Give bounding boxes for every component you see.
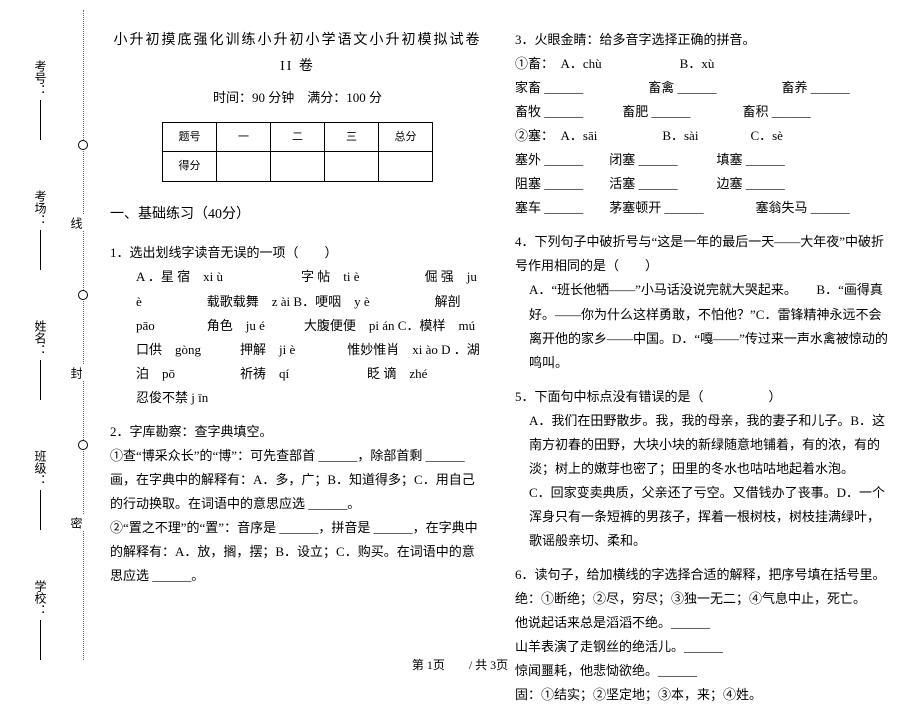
section-heading: 一、基础练习（40分） (110, 202, 485, 228)
question-body: A．“班长他牺——”小马话没说完就大哭起来。 B．“画得真好。——你为什么这样勇… (515, 278, 890, 374)
score-cell (379, 152, 433, 181)
side-field-school: 学校： (32, 580, 49, 660)
score-cell (325, 152, 379, 181)
seal-label: 线 (68, 215, 85, 231)
q3-line: 畜牧 ______ 畜肥 ______ 畜积 ______ (515, 100, 890, 124)
side-field-examno: 考号： (32, 60, 49, 140)
binding-circle (78, 140, 88, 150)
score-cell (271, 152, 325, 181)
side-field-name: 姓名： (32, 320, 49, 400)
q3-line: ②塞： A．sāi B．sài C．sè (515, 124, 890, 148)
q6-line: 绝：①断绝；②尽，穷尽；③独一无二；④气息中止，死亡。 (515, 587, 890, 611)
question-stem: 4．下列句子中破折号与“这是一年的最后一天——大年夜”中破折号作用相同的是（ ） (515, 230, 890, 278)
question-stem: 5．下面句中标点没有错误的是（ ） (515, 385, 890, 409)
question-2: 2．字库勘察：查字典填空。 ①查“博采众长”的“博”：可先查部首 ______，… (110, 420, 485, 588)
question-body: ①查“博采众长”的“博”：可先查部首 ______，除部首剩 ______画，在… (110, 444, 485, 588)
page-footer: 第 1页 / 共 3页 (0, 656, 920, 673)
binding-circle (78, 440, 88, 450)
q3-line: ①畜： A．chù B．xù (515, 52, 890, 76)
table-row: 题号 一 二 三 总分 (163, 122, 433, 151)
side-field-room: 考场： (32, 190, 49, 270)
q3-line: 阻塞 ______ 活塞 ______ 边塞 ______ (515, 172, 890, 196)
score-header-cell: 二 (271, 122, 325, 151)
side-field-line (40, 490, 41, 530)
exam-title: 小升初摸底强化训练小升初小学语文小升初模拟试卷 II 卷 (110, 28, 485, 80)
q3-line: 塞外 ______ 闭塞 ______ 填塞 ______ (515, 148, 890, 172)
score-row-label: 得分 (163, 152, 217, 181)
side-field-line (40, 230, 41, 270)
side-field-line (40, 620, 41, 660)
score-header-cell: 题号 (163, 122, 217, 151)
question-1: 1．选出划线字读音无误的一项（ ） A ．星 宿 xi ù 字 帖 ti è 倔… (110, 241, 485, 409)
table-row: 得分 (163, 152, 433, 181)
question-stem: 2．字库勘察：查字典填空。 (110, 420, 485, 444)
side-field-class: 班级： (32, 450, 49, 530)
question-6: 6．读句子，给加横线的字选择合适的解释，把序号填在括号里。 绝：①断绝；②尽，穷… (515, 563, 890, 707)
side-field-label: 学校： (33, 580, 47, 616)
side-field-line (40, 360, 41, 400)
column-right: 3．火眼金睛：给多音字选择正确的拼音。 ①畜： A．chù B．xù 家畜 __… (515, 28, 890, 658)
side-field-line (40, 100, 41, 140)
question-4: 4．下列句子中破折号与“这是一年的最后一天——大年夜”中破折号作用相同的是（ ）… (515, 230, 890, 374)
question-body: A．我们在田野散步。我，我的母亲，我的妻子和儿子。B．这南方初春的田野，大块小块… (515, 409, 890, 553)
q6-line: 固：①结实；②坚定地；③本，来；④姓。 (515, 683, 890, 707)
side-field-label: 考号： (33, 60, 47, 96)
binding-circle (78, 290, 88, 300)
question-3: 3．火眼金睛：给多音字选择正确的拼音。 ①畜： A．chù B．xù 家畜 __… (515, 28, 890, 220)
score-cell (217, 152, 271, 181)
side-labels: 考号： 考场： 姓名： 班级： 学校： (28, 20, 68, 660)
score-header-cell: 三 (325, 122, 379, 151)
score-header-cell: 总分 (379, 122, 433, 151)
side-field-label: 考场： (33, 190, 47, 226)
binding-strip: 线 封 密 (74, 10, 94, 660)
question-stem: 6．读句子，给加横线的字选择合适的解释，把序号填在括号里。 (515, 563, 890, 587)
q6-line: 他说起话来总是滔滔不绝。______ (515, 611, 890, 635)
side-field-label: 班级： (33, 450, 47, 486)
seal-label: 密 (68, 515, 85, 531)
question-body: A ．星 宿 xi ù 字 帖 ti è 倔 强 ju è 载歌载舞 z ài … (110, 265, 485, 409)
score-table: 题号 一 二 三 总分 得分 (162, 122, 433, 182)
side-field-label: 姓名： (33, 320, 47, 356)
question-5: 5．下面句中标点没有错误的是（ ） A．我们在田野散步。我，我的母亲，我的妻子和… (515, 385, 890, 553)
seal-label: 封 (68, 365, 85, 381)
score-header-cell: 一 (217, 122, 271, 151)
column-left: 小升初摸底强化训练小升初小学语文小升初模拟试卷 II 卷 时间：90 分钟 满分… (110, 28, 485, 658)
page-content: 小升初摸底强化训练小升初小学语文小升初模拟试卷 II 卷 时间：90 分钟 满分… (110, 28, 900, 658)
q3-line: 塞车 ______ 茅塞顿开 ______ 塞翁失马 ______ (515, 196, 890, 220)
question-stem: 1．选出划线字读音无误的一项（ ） (110, 241, 485, 265)
question-stem: 3．火眼金睛：给多音字选择正确的拼音。 (515, 28, 890, 52)
q3-line: 家畜 ______ 畜禽 ______ 畜养 ______ (515, 76, 890, 100)
binding-dotted-line (83, 10, 84, 660)
exam-subtitle: 时间：90 分钟 满分：100 分 (110, 86, 485, 110)
